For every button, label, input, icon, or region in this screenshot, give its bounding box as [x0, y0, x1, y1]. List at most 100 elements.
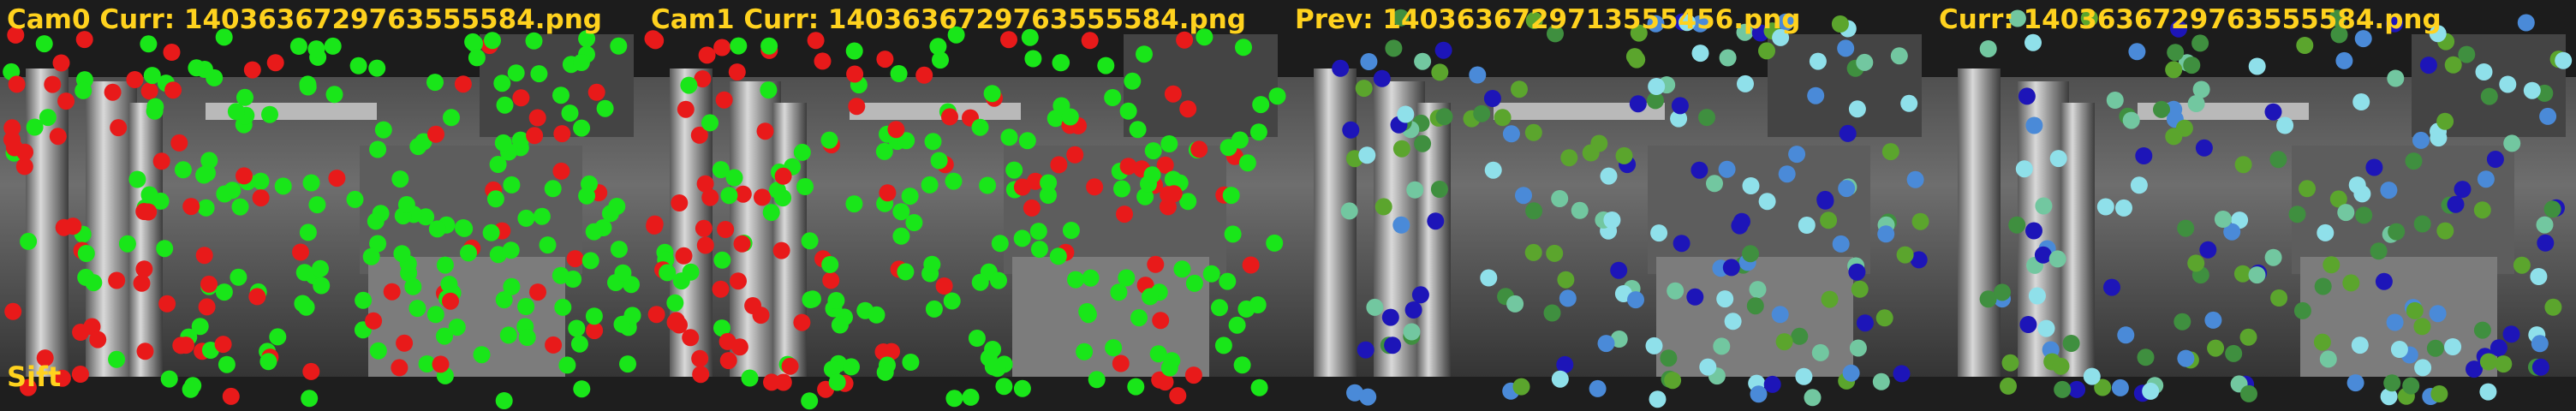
inlier-point	[1062, 222, 1080, 239]
tracked-point	[1610, 331, 1628, 348]
inlier-point	[456, 219, 474, 237]
inlier-point	[983, 85, 1001, 103]
tracked-point	[2035, 197, 2053, 215]
inlier-point	[215, 283, 233, 301]
outlier-point	[1116, 206, 1133, 223]
tracked-point	[1374, 198, 1392, 216]
inlier-point	[468, 49, 486, 67]
outlier-point	[365, 312, 383, 330]
tracked-point	[1649, 390, 1667, 408]
tracked-point	[2019, 316, 2037, 333]
inlier-point	[533, 207, 551, 225]
tracked-point	[1660, 349, 1678, 367]
outlier-point	[696, 175, 714, 193]
tracked-point	[2517, 14, 2535, 32]
tracked-point	[2539, 107, 2557, 125]
inlier-point	[1046, 110, 1064, 128]
tracked-point	[2486, 151, 2504, 168]
tracked-point	[2444, 56, 2462, 74]
tracked-point	[1589, 379, 1607, 397]
inlier-point	[1249, 296, 1267, 313]
tracked-point	[1340, 202, 1358, 220]
tracked-point	[2436, 222, 2454, 240]
tracked-point	[2531, 358, 2549, 376]
tracked-point	[2288, 206, 2306, 223]
inlier-point	[473, 346, 491, 364]
tracked-point	[2008, 216, 2026, 234]
tracked-point	[1906, 170, 1924, 188]
tracked-point	[2269, 151, 2287, 169]
inlier-point	[925, 300, 943, 318]
tracked-point	[1559, 289, 1577, 307]
inlier-point	[261, 105, 278, 123]
outlier-point	[391, 359, 408, 377]
tracked-point	[2458, 45, 2476, 63]
tracked-point	[1373, 69, 1391, 87]
tracked-point	[2199, 241, 2217, 259]
tracked-point	[1628, 51, 1646, 68]
tracked-point	[2317, 223, 2334, 241]
tracked-point	[1648, 78, 1666, 95]
inlier-point	[932, 51, 949, 69]
outlier-point	[717, 221, 735, 238]
inlier-point	[428, 220, 446, 238]
outlier-point	[164, 81, 182, 99]
tracked-point	[1848, 100, 1866, 118]
tracked-point	[2351, 337, 2369, 354]
outlier-point	[587, 83, 605, 101]
inlier-point	[659, 264, 677, 282]
tracked-point	[1582, 144, 1600, 162]
inlier-point	[1249, 123, 1267, 141]
inlier-point	[995, 378, 1013, 396]
outlier-point	[108, 271, 126, 289]
inlier-point	[493, 74, 511, 92]
inlier-point	[1040, 174, 1058, 192]
inlier-point	[619, 355, 636, 373]
tracked-point	[1718, 160, 1736, 178]
tracked-point	[1746, 297, 1764, 315]
outlier-point	[8, 75, 26, 93]
tracked-point	[2008, 9, 2026, 27]
tracked-point	[2330, 26, 2348, 44]
outlier-point	[529, 283, 546, 301]
outlier-point	[1086, 178, 1104, 196]
inlier-point	[1136, 45, 1153, 63]
tracked-point	[2165, 61, 2183, 79]
outlier-point	[152, 152, 170, 170]
outlier-point	[432, 355, 450, 373]
inlier-point	[1124, 72, 1142, 90]
outlier-point	[1152, 312, 1170, 330]
tracked-point	[2177, 219, 2195, 237]
outlier-point	[1156, 373, 1174, 391]
outlier-point	[915, 66, 933, 84]
inlier-point	[1235, 39, 1252, 57]
tracked-point	[1777, 13, 1795, 31]
outlier-point	[822, 271, 840, 289]
inlier-point	[1104, 89, 1122, 106]
tracked-point	[1411, 286, 1429, 304]
inlier-point	[108, 350, 126, 368]
tracked-point	[2170, 20, 2187, 38]
outlier-point	[719, 352, 737, 370]
tracked-point	[2083, 367, 2101, 385]
tracked-point	[2329, 190, 2347, 208]
tracked-point	[2537, 234, 2555, 252]
outlier-point	[774, 167, 792, 185]
tracked-point	[2025, 222, 2042, 240]
inlier-point	[143, 67, 161, 85]
tracked-point	[1515, 187, 1532, 205]
inlier-point	[464, 33, 482, 51]
tracked-point	[2313, 333, 2331, 351]
inlier-point	[160, 370, 178, 388]
inlier-point	[499, 326, 517, 344]
tracked-point	[2479, 383, 2497, 401]
tracked-point	[1355, 80, 1373, 98]
inlier-point	[156, 240, 174, 258]
tracked-point	[2447, 195, 2465, 213]
tracked-point	[1750, 385, 1768, 403]
inlier-point	[1118, 269, 1136, 287]
outlier-point	[200, 275, 218, 293]
tracked-point	[2207, 339, 2225, 357]
outlier-point	[1176, 31, 1194, 49]
tracked-point	[1670, 110, 1688, 128]
